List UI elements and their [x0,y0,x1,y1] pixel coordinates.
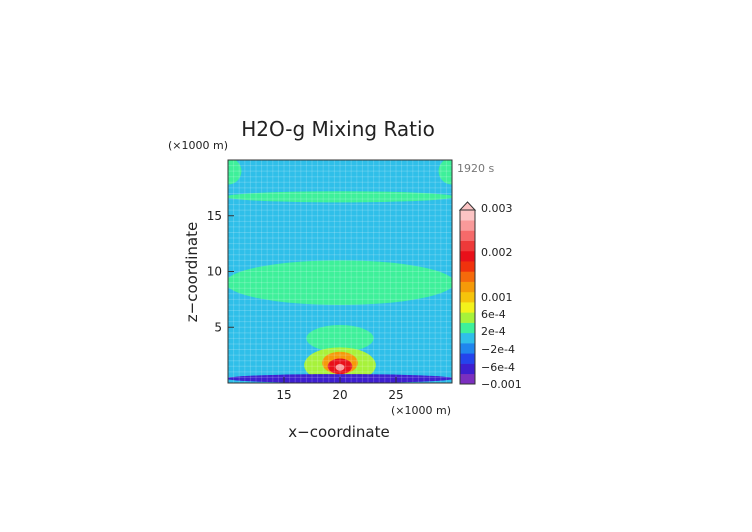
colorbar-swatch [460,230,475,242]
colorbar-swatch [460,240,475,252]
colorbar-swatch [460,302,475,313]
colorbar-label: 6e-4 [481,308,506,321]
colorbar-swatch [460,343,475,354]
colorbar-label: 0.002 [481,246,513,259]
y-axis-label: z−coordinate [183,222,201,322]
contour-region [306,325,374,352]
contour-region [228,191,452,203]
contour-region [438,160,452,185]
colorbar-label: −2e-4 [481,343,515,356]
colorbar-swatch [460,312,475,323]
colorbar-extend-arrow [458,201,477,211]
contour-region [335,364,345,371]
colorbar-label: −0.001 [481,378,522,391]
y-tick-label: 15 [207,209,222,223]
colorbar-swatch [460,373,475,385]
colorbar-label: 2e-4 [481,325,506,338]
y-tick-label: 10 [207,265,222,279]
colorbar-label: −6e-4 [481,361,515,374]
x-tick-label: 25 [388,388,403,402]
time-label: 1920 s [457,162,494,175]
colorbar-swatch [460,281,475,293]
colorbar-swatch [460,353,475,364]
y-axis: 5 10 15 [207,209,234,334]
colorbar-swatch [460,363,475,375]
contour-region [228,160,242,185]
y-unit-label: (×1000 m) [168,139,228,152]
x-axis: 15 20 25 [276,377,404,402]
contour-region [228,260,452,305]
colorbar-swatch [460,250,475,262]
x-tick-label: 20 [332,388,347,402]
colorbar-swatch [460,322,475,334]
colorbar-swatch [460,271,475,282]
colorbar-swatch [460,210,475,221]
x-axis-label: x−coordinate [288,423,389,441]
x-unit-label: (×1000 m) [391,404,451,417]
y-tick-label: 5 [214,320,222,334]
contour-field [228,160,452,383]
colorbar-swatch [460,332,475,344]
colorbar-label: 0.001 [481,291,513,304]
colorbar-swatch [460,220,475,231]
chart-title: H2O-g Mixing Ratio [241,117,435,141]
colorbar: 0.003 0.002 0.001 6e-4 2e-4 −2e-4 −6e-4 −0.001 [458,201,522,391]
grid [228,160,452,383]
x-tick-label: 15 [276,388,291,402]
colorbar-swatch [460,261,475,272]
colorbar-label: 0.003 [481,202,513,215]
colorbar-swatch [460,291,475,303]
